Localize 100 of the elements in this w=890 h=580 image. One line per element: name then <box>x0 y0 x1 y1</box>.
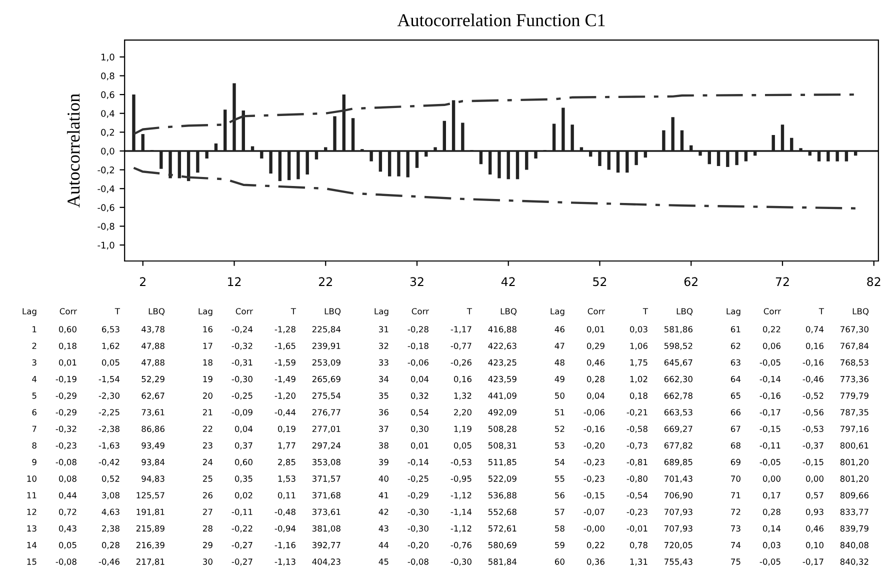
text: 93,84 <box>142 458 165 466</box>
text: -0,53 <box>450 458 472 466</box>
text: 404,23 <box>312 558 340 566</box>
text: -1,17 <box>450 326 472 334</box>
text: -1,13 <box>274 558 296 566</box>
text: 2,85 <box>278 458 296 466</box>
text: Corr <box>412 308 429 314</box>
text: Lag <box>550 308 564 316</box>
y-tick-label: 0,0 <box>101 148 114 156</box>
text: 31 <box>379 326 388 332</box>
text: 11 <box>27 492 36 498</box>
text: -1,20 <box>274 392 296 400</box>
text: 43 <box>378 525 388 532</box>
text: 70 <box>731 476 740 482</box>
text: 277,01 <box>312 426 340 433</box>
text: 422,63 <box>488 342 516 350</box>
text: 29 <box>203 542 212 548</box>
text: 0,43 <box>58 525 76 532</box>
text: -0,58 <box>626 426 648 433</box>
text: 61 <box>730 326 740 332</box>
text: 60 <box>554 558 564 565</box>
text: 511,85 <box>488 458 516 466</box>
text: 0,11 <box>278 492 296 500</box>
text: -0,25 <box>408 476 428 483</box>
text: 62 <box>730 342 740 350</box>
y-tick-label: -0,8 <box>98 222 114 231</box>
y-tick-label: 0,4 <box>101 110 114 118</box>
text: LBQ <box>148 308 165 316</box>
text: 215,89 <box>136 525 164 532</box>
text: 67 <box>730 426 740 432</box>
text: 26 <box>203 492 212 498</box>
text: 25 <box>203 476 212 482</box>
text: 47,88 <box>142 359 164 366</box>
text: -0,20 <box>584 442 604 450</box>
text: 572,61 <box>488 525 516 532</box>
text: 62,67 <box>142 392 164 400</box>
y-axis-title: Autocorrelation <box>67 94 80 208</box>
text: 0,22 <box>762 326 780 334</box>
text: 14 <box>27 542 37 548</box>
y-tick-label: 0,8 <box>101 72 114 80</box>
text: 492,09 <box>488 409 516 416</box>
text: 809,66 <box>840 492 868 500</box>
text: 12 <box>27 508 36 515</box>
text: 0,46 <box>806 525 824 532</box>
text: 0,28 <box>586 376 604 384</box>
text: 40 <box>378 476 388 482</box>
text: 9 <box>32 458 36 466</box>
text: 27 <box>203 508 212 515</box>
text: -0,81 <box>626 458 648 466</box>
text: 42 <box>378 508 388 515</box>
text: -0,17 <box>760 409 780 416</box>
text: 840,32 <box>840 558 868 566</box>
text: -0,42 <box>98 458 120 466</box>
text: 275,54 <box>312 392 341 400</box>
text: -0,16 <box>802 359 824 366</box>
text: 0,37 <box>234 442 252 450</box>
text: 689,85 <box>664 458 692 466</box>
text: -1,12 <box>450 525 472 532</box>
text: LBQ <box>852 308 869 316</box>
text: -0,08 <box>408 558 428 566</box>
text: 392,77 <box>312 542 340 550</box>
x-tick-label: 52 <box>593 277 606 286</box>
text: -0,76 <box>450 542 472 550</box>
text: 779,79 <box>840 392 868 400</box>
text: -0,05 <box>760 558 780 566</box>
text: 53 <box>555 442 564 449</box>
text: -0,11 <box>232 508 252 516</box>
text: 13 <box>27 525 36 532</box>
text: 0,57 <box>806 492 824 500</box>
text: 41 <box>378 492 388 498</box>
text: 0,32 <box>410 392 428 400</box>
text: 1,62 <box>102 342 120 350</box>
text: 423,25 <box>488 359 516 366</box>
text: -0,26 <box>450 359 472 366</box>
text: 73,61 <box>142 409 164 416</box>
text: 701,43 <box>664 476 692 483</box>
text: LBQ <box>676 308 693 316</box>
chart-title: Autocorrelation Function C1 <box>397 14 605 26</box>
text: 755,43 <box>664 558 692 566</box>
text: 522,09 <box>488 476 516 483</box>
text: 677,82 <box>664 442 692 450</box>
text: 15 <box>27 558 36 565</box>
text: 0,04 <box>234 426 253 433</box>
text: -0,18 <box>408 342 428 350</box>
text: -1,54 <box>98 376 120 384</box>
text: 663,53 <box>664 409 692 416</box>
text: T <box>818 308 824 314</box>
text: 0,29 <box>586 342 604 350</box>
text: 2,38 <box>102 525 120 532</box>
text: Lag <box>198 308 212 316</box>
text: 8 <box>32 442 36 449</box>
text: 36 <box>379 409 388 416</box>
text: -0,07 <box>584 508 604 516</box>
text: -0,29 <box>56 392 76 400</box>
text: T <box>466 308 472 314</box>
text: 239,91 <box>312 342 340 350</box>
text: -0,30 <box>232 376 252 384</box>
text: 0,35 <box>234 476 252 483</box>
text: 720,05 <box>664 542 692 550</box>
text: -0,30 <box>408 508 428 516</box>
